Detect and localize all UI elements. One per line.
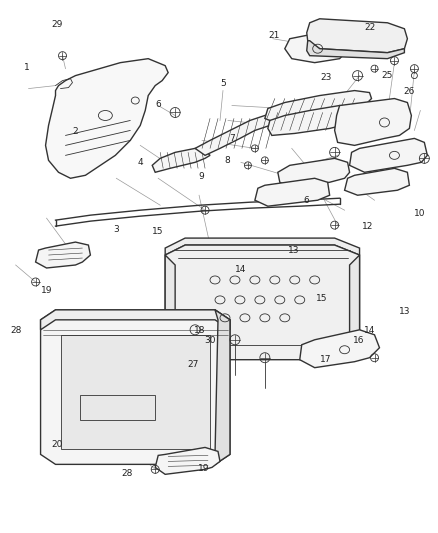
Text: 20: 20 — [52, 440, 63, 449]
Polygon shape — [46, 59, 168, 178]
Text: 5: 5 — [220, 79, 226, 88]
Polygon shape — [268, 106, 360, 135]
Text: 9: 9 — [199, 172, 205, 181]
Text: 15: 15 — [152, 228, 164, 237]
Text: 30: 30 — [205, 336, 216, 345]
Polygon shape — [278, 158, 350, 188]
Polygon shape — [345, 168, 410, 195]
Text: 22: 22 — [364, 23, 375, 32]
Text: 8: 8 — [225, 156, 231, 165]
Text: 6: 6 — [304, 196, 309, 205]
Polygon shape — [152, 148, 210, 172]
Polygon shape — [265, 91, 371, 123]
Polygon shape — [155, 447, 220, 474]
Text: 14: 14 — [235, 265, 247, 273]
Text: 4: 4 — [138, 158, 143, 167]
Text: 13: 13 — [287, 246, 299, 255]
Polygon shape — [300, 330, 379, 368]
Text: 27: 27 — [187, 360, 198, 369]
Text: 18: 18 — [194, 326, 205, 335]
Text: 2: 2 — [72, 126, 78, 135]
Text: 19: 19 — [41, 286, 52, 295]
Text: 14: 14 — [364, 326, 375, 335]
Text: 1: 1 — [24, 63, 30, 72]
Text: 23: 23 — [320, 74, 332, 83]
Text: 21: 21 — [268, 31, 279, 40]
Text: 28: 28 — [10, 326, 21, 335]
Polygon shape — [285, 33, 348, 63]
Polygon shape — [165, 245, 360, 360]
Text: 26: 26 — [403, 87, 415, 95]
Polygon shape — [41, 310, 230, 464]
Text: 3: 3 — [113, 225, 119, 234]
Text: 16: 16 — [353, 336, 364, 345]
Polygon shape — [195, 112, 278, 155]
Text: 10: 10 — [414, 209, 426, 218]
Text: 6: 6 — [155, 100, 161, 109]
Text: 7: 7 — [229, 134, 235, 143]
Text: 12: 12 — [362, 222, 373, 231]
Text: 19: 19 — [198, 464, 209, 473]
Polygon shape — [41, 310, 230, 330]
Polygon shape — [35, 242, 90, 268]
Polygon shape — [165, 238, 360, 255]
Polygon shape — [255, 178, 330, 206]
Text: 29: 29 — [52, 20, 63, 29]
Polygon shape — [165, 255, 175, 355]
Polygon shape — [215, 310, 230, 464]
Polygon shape — [307, 41, 404, 59]
Text: 25: 25 — [381, 71, 393, 80]
Polygon shape — [335, 99, 411, 146]
Polygon shape — [350, 139, 427, 172]
Text: 17: 17 — [320, 355, 332, 364]
Polygon shape — [60, 335, 210, 449]
Polygon shape — [350, 255, 360, 355]
Polygon shape — [307, 19, 407, 53]
Text: 13: 13 — [399, 307, 410, 316]
Text: 28: 28 — [122, 469, 133, 478]
Text: 15: 15 — [316, 294, 327, 303]
